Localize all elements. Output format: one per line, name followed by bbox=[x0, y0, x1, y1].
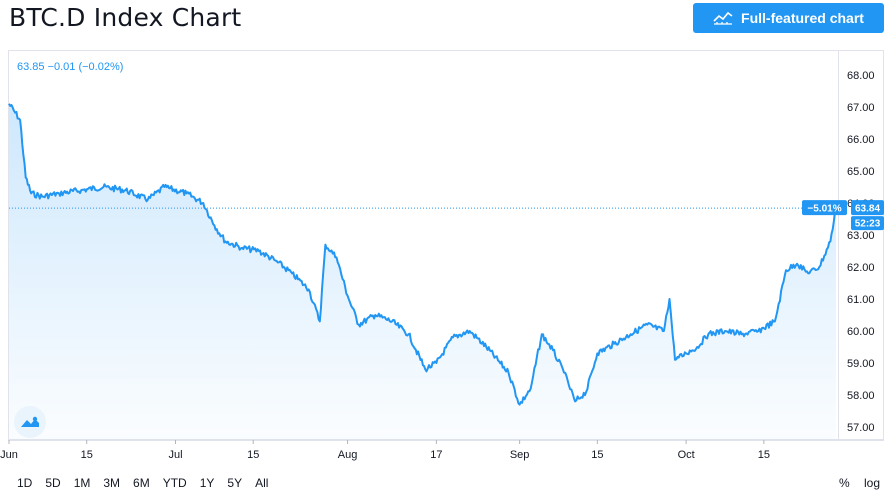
chart-line-icon bbox=[713, 11, 733, 25]
x-tick-label: Sep bbox=[510, 449, 530, 461]
full-featured-chart-button[interactable]: Full-featured chart bbox=[693, 3, 884, 33]
range-1d-button[interactable]: 1D bbox=[17, 476, 33, 490]
y-tick-label: 59.00 bbox=[847, 358, 875, 370]
full-featured-chart-label: Full-featured chart bbox=[741, 10, 864, 26]
range-1m-button[interactable]: 1M bbox=[73, 476, 91, 490]
y-tick-label: 68.00 bbox=[847, 70, 875, 82]
price-chart[interactable]: 68.0067.0066.0065.0064.0063.0062.0061.00… bbox=[0, 0, 884, 470]
y-tick-label: 66.00 bbox=[847, 134, 875, 146]
last-price-text: 63.84 bbox=[855, 204, 880, 215]
x-tick-label: Oct bbox=[678, 449, 695, 461]
range-1y-button[interactable]: 1Y bbox=[199, 476, 215, 490]
percent-scale-button[interactable]: % bbox=[839, 476, 850, 490]
y-tick-label: 57.00 bbox=[847, 422, 875, 434]
tradingview-logo[interactable] bbox=[14, 406, 46, 438]
page-title: BTC.D Index Chart bbox=[9, 3, 242, 32]
x-tick-label: 17 bbox=[430, 449, 442, 461]
change-percent-text: −5.01% bbox=[807, 204, 841, 215]
last-price-badge bbox=[851, 200, 884, 216]
y-tick-label: 67.00 bbox=[847, 102, 875, 114]
x-tick-label: Jun bbox=[0, 449, 18, 461]
y-tick-label: 58.00 bbox=[847, 390, 875, 402]
log-scale-button[interactable]: log bbox=[864, 476, 881, 490]
range-3m-button[interactable]: 3M bbox=[103, 476, 121, 490]
y-tick-label: 65.00 bbox=[847, 166, 875, 178]
countdown-text: 52:23 bbox=[855, 219, 881, 230]
countdown-badge bbox=[851, 216, 884, 231]
range-5y-button[interactable]: 5Y bbox=[227, 476, 243, 490]
x-tick-label: Aug bbox=[338, 449, 358, 461]
range-5d-button[interactable]: 5D bbox=[45, 476, 61, 490]
y-tick-label: 62.00 bbox=[847, 262, 875, 274]
price-line bbox=[8, 103, 837, 406]
x-tick-label: 15 bbox=[758, 449, 770, 461]
x-tick-label: Jul bbox=[168, 449, 182, 461]
range-6m-button[interactable]: 6M bbox=[133, 476, 150, 490]
price-legend: 63.85 −0.01 (−0.02%) bbox=[17, 61, 124, 73]
x-tick-label: 15 bbox=[247, 449, 259, 461]
x-tick-label: 15 bbox=[591, 449, 603, 461]
price-area-fill bbox=[9, 103, 836, 440]
change-percent-badge bbox=[802, 200, 847, 216]
range-selector: 1D 5D 1M 3M 6M YTD 1Y 5Y All bbox=[17, 476, 281, 490]
tradingview-logo-icon bbox=[21, 416, 39, 427]
range-all-button[interactable]: All bbox=[255, 476, 269, 490]
x-tick-label: 15 bbox=[81, 449, 93, 461]
y-tick-label: 60.00 bbox=[847, 326, 875, 338]
range-ytd-button[interactable]: YTD bbox=[162, 476, 187, 490]
y-tick-label: 63.00 bbox=[847, 230, 875, 242]
y-tick-label: 61.00 bbox=[847, 294, 875, 306]
